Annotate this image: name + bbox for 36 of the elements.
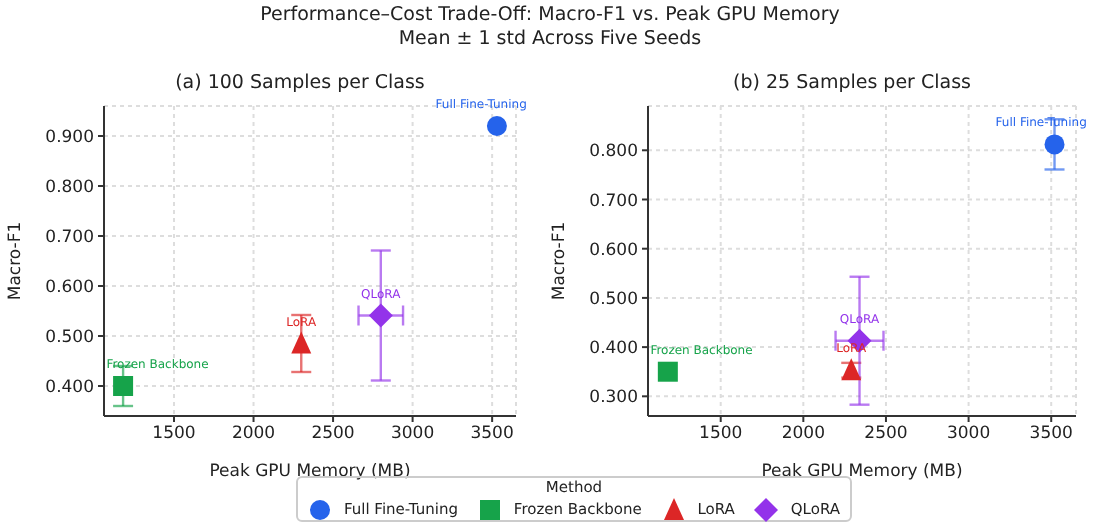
y-tick-label: 0.900	[45, 128, 94, 149]
point	[486, 116, 507, 136]
y-tick-label: 0.600	[45, 278, 94, 299]
x-tick-label: 2000	[231, 424, 276, 445]
x-tick-label: 2500	[311, 424, 355, 445]
x-tick-label: 2500	[864, 424, 908, 445]
point	[368, 303, 393, 328]
y-tick-label: 0.500	[45, 328, 94, 349]
y-tick-label: 0.700	[589, 191, 638, 212]
chart-title: (b) 25 Samples per Class	[731, 72, 973, 94]
x-tick-label: 3500	[1029, 424, 1073, 445]
x-tick-label: 3000	[390, 424, 435, 445]
text: Mean ± 1 std Across Five Seeds	[396, 28, 704, 52]
point	[113, 376, 134, 396]
x-tick-label: 2000	[781, 424, 825, 445]
y-tick-label: 0.700	[45, 228, 94, 249]
x-tick-label: 3500	[470, 424, 514, 445]
y-axis-title: Macro-F1	[550, 221, 570, 301]
x-axis-title: Peak GPU Memory (MB)	[209, 462, 411, 482]
point	[291, 331, 312, 354]
y-tick-label: 0.300	[589, 388, 638, 409]
y-tick-label: 0.800	[45, 178, 94, 199]
y-tick-label: 0.600	[589, 240, 638, 261]
y-tick-label: 0.400	[45, 378, 94, 399]
y-axis-title: Macro-F1	[6, 221, 26, 301]
point	[657, 361, 678, 382]
y-tick-label: 0.500	[589, 289, 638, 310]
text: Performance–Cost Trade-Off: Macro-F1 vs. Peak GPU Memory	[258, 4, 842, 28]
point	[1044, 134, 1065, 155]
x-tick-label: 1500	[699, 424, 743, 445]
y-tick-label: 0.400	[589, 339, 638, 360]
x-tick-label: 3000	[946, 424, 991, 445]
x-axis-title: Peak GPU Memory (MB)	[761, 462, 963, 482]
y-tick-label: 0.800	[589, 142, 638, 163]
x-tick-label: 1500	[152, 424, 196, 445]
chart-title: (a) 100 Samples per Class	[173, 72, 427, 94]
